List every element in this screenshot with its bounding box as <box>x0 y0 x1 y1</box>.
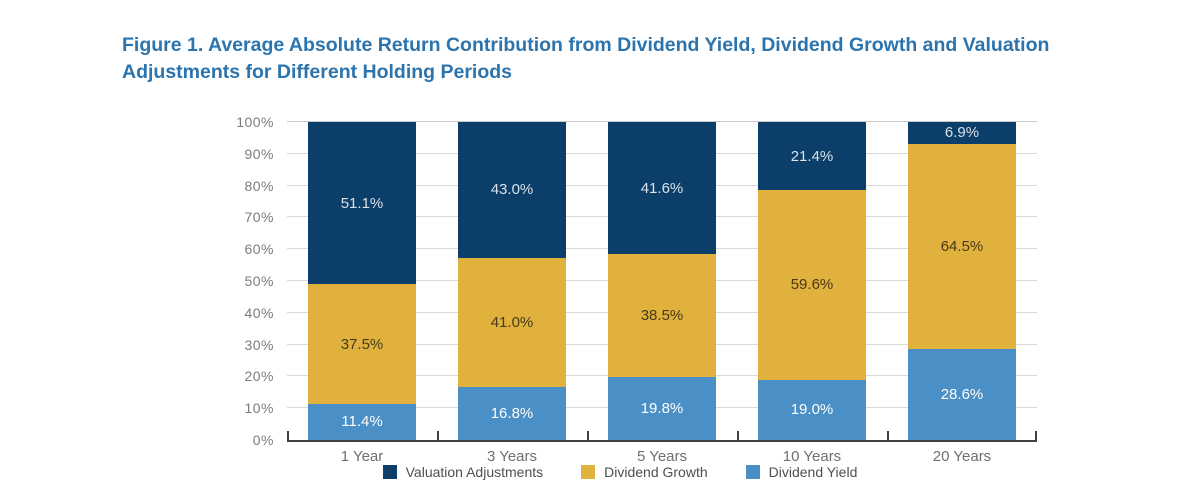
x-tick-label-1-year: 1 Year <box>340 448 384 465</box>
x-tick-label-20-years: 20 Years <box>932 448 992 465</box>
legend-item-dividend-yield: Dividend Yield <box>745 464 858 480</box>
legend-swatch-icon <box>382 465 397 479</box>
segment-value-label: 51.1% <box>340 194 384 212</box>
figure-title-line2: Adjustments for Different Holding Period… <box>122 61 513 83</box>
plot-area: 51.1% 37.5% 11.4% 43.0% 41.0% 16.8% 41.6% 38.5%… <box>287 121 1037 442</box>
bar-segment-valuation-adjustments-10-years: 21.4% <box>758 122 866 191</box>
y-tick-label-0%: 0% <box>252 432 274 448</box>
bar-segment-dividend-yield-5-years: 19.8% <box>608 376 716 440</box>
x-tick-label-3-years: 3 Years <box>486 448 538 465</box>
legend-item-valuation-adjustments: Valuation Adjustments <box>382 464 544 480</box>
y-tick-label-30%: 30% <box>244 336 274 353</box>
x-tick-label-5-years: 5 Years <box>636 448 688 465</box>
segment-value-label: 43.0% <box>490 181 534 199</box>
segment-value-label: 41.6% <box>640 179 684 197</box>
figure-title: Figure 1. Average Absolute Return Contri… <box>122 32 1122 86</box>
bar-segment-dividend-yield-20-years: 28.6% <box>908 349 1016 440</box>
axis-tick <box>287 431 289 440</box>
segment-value-label: 21.4% <box>790 147 834 165</box>
bar-10-years: 21.4% 59.6% 19.0% <box>758 122 866 440</box>
axis-tick <box>737 431 739 440</box>
y-tick-label-60%: 60% <box>244 241 274 258</box>
axis-tick <box>1035 431 1037 440</box>
bar-segment-dividend-growth-20-years: 64.5% <box>908 143 1016 350</box>
bar-segment-dividend-yield-1-year: 11.4% <box>308 403 416 440</box>
bar-1-year: 51.1% 37.5% 11.4% <box>308 122 416 440</box>
axis-tick <box>437 431 439 440</box>
y-tick-label-40%: 40% <box>244 304 274 321</box>
segment-value-label: 64.5% <box>940 237 984 255</box>
segment-value-label: 6.9% <box>944 124 980 142</box>
bar-segment-valuation-adjustments-5-years: 41.6% <box>608 122 716 255</box>
bar-20-years: 6.9% 64.5% 28.6% <box>908 122 1016 440</box>
segment-value-label: 16.8% <box>490 405 534 422</box>
chart-legend: Valuation Adjustments Dividend Growth Divi… <box>40 464 1200 480</box>
legend-item-dividend-growth: Dividend Growth <box>581 464 708 480</box>
axis-tick <box>887 431 889 440</box>
bar-segment-dividend-growth-10-years: 59.6% <box>758 190 866 380</box>
segment-value-label: 38.5% <box>640 306 684 324</box>
axis-tick <box>587 431 589 440</box>
bar-segment-dividend-growth-5-years: 38.5% <box>608 254 716 377</box>
y-tick-label-20%: 20% <box>244 368 274 385</box>
figure-title-line1: Figure 1. Average Absolute Return Contri… <box>122 34 1050 56</box>
y-tick-label-80%: 80% <box>244 177 274 194</box>
x-tick-label-10-years: 10 Years <box>782 448 842 465</box>
bar-segment-dividend-yield-10-years: 19.0% <box>758 379 866 440</box>
bar-segment-dividend-growth-1-year: 37.5% <box>308 284 416 404</box>
y-tick-label-70%: 70% <box>244 209 274 226</box>
segment-value-label: 19.0% <box>790 401 834 419</box>
segment-value-label: 59.6% <box>790 276 834 294</box>
y-tick-label-50%: 50% <box>244 273 274 289</box>
legend-label: Dividend Yield <box>768 464 858 480</box>
segment-value-label: 37.5% <box>340 335 384 353</box>
bar-segment-valuation-adjustments-20-years: 6.9% <box>908 122 1016 144</box>
y-tick-label-100%: 100% <box>236 114 274 130</box>
legend-label: Valuation Adjustments <box>405 464 544 480</box>
segment-value-label: 19.8% <box>640 399 684 417</box>
segment-value-label: 11.4% <box>341 413 383 431</box>
segment-value-label: 41.0% <box>490 313 534 331</box>
bar-3-years: 43.0% 41.0% 16.8% <box>458 122 566 440</box>
bar-segment-dividend-growth-3-years: 41.0% <box>458 257 566 387</box>
segment-value-label: 28.6% <box>940 386 984 404</box>
bar-segment-dividend-yield-3-years: 16.8% <box>458 387 566 440</box>
legend-swatch-icon <box>745 465 760 479</box>
bar-segment-valuation-adjustments-1-year: 51.1% <box>308 122 416 285</box>
gridline-100% <box>287 121 1037 122</box>
legend-swatch-icon <box>581 465 596 479</box>
y-tick-label-10%: 10% <box>244 400 274 417</box>
y-tick-label-90%: 90% <box>244 145 274 162</box>
bar-segment-valuation-adjustments-3-years: 43.0% <box>458 122 566 258</box>
bar-5-years: 41.6% 38.5% 19.8% <box>608 122 716 440</box>
legend-label: Dividend Growth <box>604 464 708 480</box>
